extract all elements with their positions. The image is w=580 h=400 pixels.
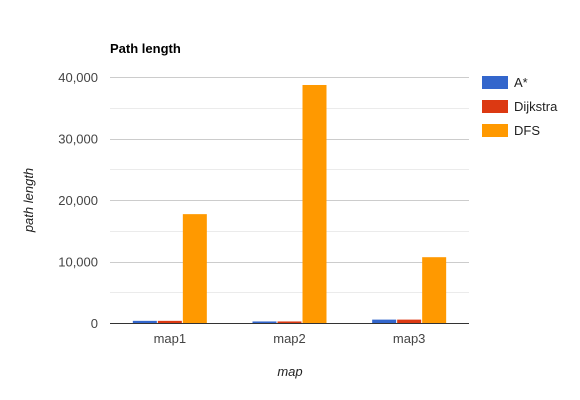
- legend-swatch: [482, 76, 508, 89]
- legend: A* Dijkstra DFS: [482, 75, 558, 138]
- y-tick-label: 40,000: [58, 70, 98, 85]
- y-tick-label: 30,000: [58, 132, 98, 147]
- legend-label: A*: [514, 75, 528, 90]
- bar-map3-a: [372, 319, 397, 323]
- y-axis-label: path length: [21, 168, 36, 233]
- bar-map2-dfs: [302, 84, 327, 324]
- y-tick-label: 20,000: [58, 193, 98, 208]
- bar-map1-a: [132, 320, 157, 323]
- bar-map2-dijkstra: [277, 321, 302, 323]
- bar-map3-dfs: [422, 257, 447, 323]
- legend-swatch: [482, 124, 508, 137]
- bars: [132, 84, 447, 324]
- x-tick-label: map2: [273, 331, 306, 346]
- gridlines: [110, 77, 469, 293]
- bar-map1-dijkstra: [157, 320, 182, 323]
- legend-label: DFS: [514, 123, 540, 138]
- bar-map2-a: [252, 321, 277, 323]
- bar-map1-dfs: [182, 214, 207, 323]
- legend-label: Dijkstra: [514, 99, 558, 114]
- x-axis-ticks: map1 map2 map3: [154, 331, 426, 346]
- y-tick-label: 10,000: [58, 255, 98, 270]
- x-tick-label: map3: [393, 331, 426, 346]
- legend-swatch: [482, 100, 508, 113]
- x-tick-label: map1: [154, 331, 187, 346]
- x-axis-label: map: [277, 364, 302, 379]
- chart-title: Path length: [110, 41, 181, 56]
- y-axis-ticks: 0 10,000 20,000 30,000 40,000: [58, 70, 98, 331]
- bar-map3-dijkstra: [397, 319, 422, 323]
- y-tick-label: 0: [91, 316, 98, 331]
